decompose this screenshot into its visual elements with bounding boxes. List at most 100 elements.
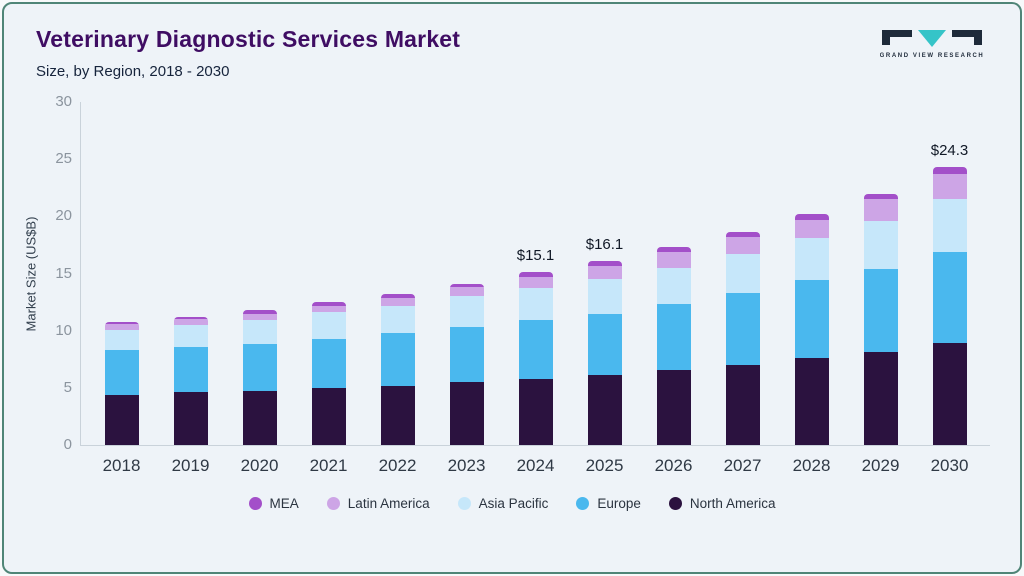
legend-label: MEA — [269, 496, 299, 511]
bar-2027: 2027 — [724, 102, 761, 475]
bar-segment-north-america — [104, 394, 139, 445]
bar-segment-europe — [863, 268, 898, 353]
bar-segment-north-america — [311, 387, 346, 445]
bar-segment-latin-america — [863, 199, 898, 221]
bar-value-label-2024: $15.1 — [516, 247, 555, 265]
bar-segment-latin-america — [932, 174, 967, 200]
bar-segment-north-america — [725, 364, 760, 445]
bar-segment-latin-america — [173, 319, 208, 325]
x-axis-label-2029: 2029 — [861, 456, 900, 475]
bar-segment-mea — [656, 247, 691, 252]
bar-stack-2025 — [587, 260, 622, 445]
bar-2019: 2019 — [172, 102, 209, 475]
bar-segment-latin-america — [725, 236, 760, 255]
bar-value-label-2030: $24.3 — [930, 142, 969, 160]
bar-segment-europe — [725, 292, 760, 365]
bar-stack-2030 — [932, 167, 967, 445]
bar-segment-europe — [518, 320, 553, 379]
legend-item-europe: Europe — [576, 496, 641, 511]
bar-segment-latin-america — [311, 305, 346, 313]
bar-segment-europe — [104, 350, 139, 395]
bar-2026: 2026 — [655, 102, 692, 475]
y-tick-0: 0 — [63, 436, 72, 453]
y-axis-ticks: 0 5 10 15 20 25 30 — [44, 93, 80, 453]
bar-segment-asia-pacific — [932, 199, 967, 252]
y-tick-10: 10 — [55, 321, 72, 339]
bar-segment-north-america — [863, 352, 898, 445]
x-axis-label-2018: 2018 — [102, 456, 141, 475]
y-tick-20: 20 — [55, 207, 72, 225]
x-axis-label-2025: 2025 — [585, 456, 624, 475]
bar-segment-asia-pacific — [173, 324, 208, 347]
bar-segment-asia-pacific — [104, 329, 139, 351]
bar-2028: 2028 — [793, 102, 830, 475]
bar-segment-latin-america — [449, 287, 484, 297]
bar-stack-2020 — [242, 310, 277, 445]
bar-2023: 2023 — [448, 102, 485, 475]
bar-segment-mea — [794, 214, 829, 220]
bar-2024: $15.1 2024 — [516, 102, 555, 475]
x-axis-label-2027: 2027 — [723, 456, 762, 475]
bar-stack-2024 — [518, 272, 553, 445]
bar-2018: 2018 — [103, 102, 140, 475]
bar-segment-asia-pacific — [656, 267, 691, 305]
bar-segment-north-america — [173, 392, 208, 445]
bar-segment-mea — [518, 272, 553, 277]
bar-2022: 2022 — [379, 102, 416, 475]
bars: 2018 2019 2020 2021 2022 2023 $15.1 2024 $16.1 20… — [81, 102, 990, 475]
legend-item-asia-pacific: Asia Pacific — [457, 496, 548, 511]
legend-item-north-america: North America — [668, 496, 776, 511]
legend-item-latin-america: Latin America — [326, 496, 430, 511]
legend-label: Latin America — [347, 496, 430, 511]
bar-segment-latin-america — [656, 251, 691, 268]
bar-segment-europe — [173, 346, 208, 393]
page-subtitle: Size, by Region, 2018 - 2030 — [36, 63, 230, 80]
bar-segment-north-america — [242, 391, 277, 445]
bar-segment-mea — [449, 283, 484, 288]
bar-segment-latin-america — [242, 313, 277, 321]
x-axis-label-2019: 2019 — [171, 456, 210, 475]
legend: MEA Latin America Asia Pacific Europe North … — [4, 496, 1020, 511]
bar-2029: 2029 — [862, 102, 899, 475]
grand-view-research-logo: GRAND VIEW RESEARCH — [880, 28, 984, 65]
bar-segment-latin-america — [587, 265, 622, 280]
x-axis-label-2024: 2024 — [516, 456, 555, 475]
y-axis-label: Market Size (US$B) — [23, 216, 39, 332]
bar-segment-latin-america — [518, 276, 553, 289]
bar-segment-europe — [794, 280, 829, 359]
bar-stack-2019 — [173, 317, 208, 445]
logo-icon: GRAND VIEW RESEARCH — [880, 30, 984, 59]
bar-2021: 2021 — [310, 102, 347, 475]
bar-segment-europe — [932, 251, 967, 344]
header-text: Veterinary Diagnostic Services Market Si… — [36, 26, 460, 80]
bar-segment-europe — [656, 304, 691, 370]
page-title: Veterinary Diagnostic Services Market — [36, 26, 461, 52]
bar-stack-2028 — [794, 214, 829, 445]
bar-stack-2021 — [311, 302, 346, 445]
logo-text: GRAND VIEW RESEARCH — [880, 53, 984, 59]
bar-segment-north-america — [587, 375, 622, 445]
legend-dot-icon — [457, 497, 471, 510]
bar-stack-2018 — [104, 321, 139, 445]
bar-stack-2026 — [656, 247, 691, 445]
x-axis-label-2023: 2023 — [447, 456, 486, 475]
legend-label: Europe — [597, 496, 641, 511]
bar-2025: $16.1 2025 — [586, 102, 624, 475]
bar-segment-north-america — [932, 343, 967, 445]
bar-segment-europe — [380, 332, 415, 386]
bar-segment-north-america — [380, 385, 415, 445]
bar-segment-europe — [587, 313, 622, 376]
bar-segment-asia-pacific — [794, 238, 829, 281]
legend-dot-icon — [668, 497, 682, 510]
bar-segment-europe — [311, 338, 346, 388]
legend-item-mea: MEA — [248, 496, 299, 511]
bar-stack-2029 — [863, 193, 898, 445]
bar-segment-asia-pacific — [587, 279, 622, 314]
legend-label: North America — [689, 496, 776, 511]
bar-segment-latin-america — [380, 297, 415, 306]
legend-dot-icon — [576, 497, 590, 510]
bar-segment-mea — [587, 260, 622, 266]
x-axis-label-2021: 2021 — [309, 456, 348, 475]
bar-segment-asia-pacific — [380, 305, 415, 333]
